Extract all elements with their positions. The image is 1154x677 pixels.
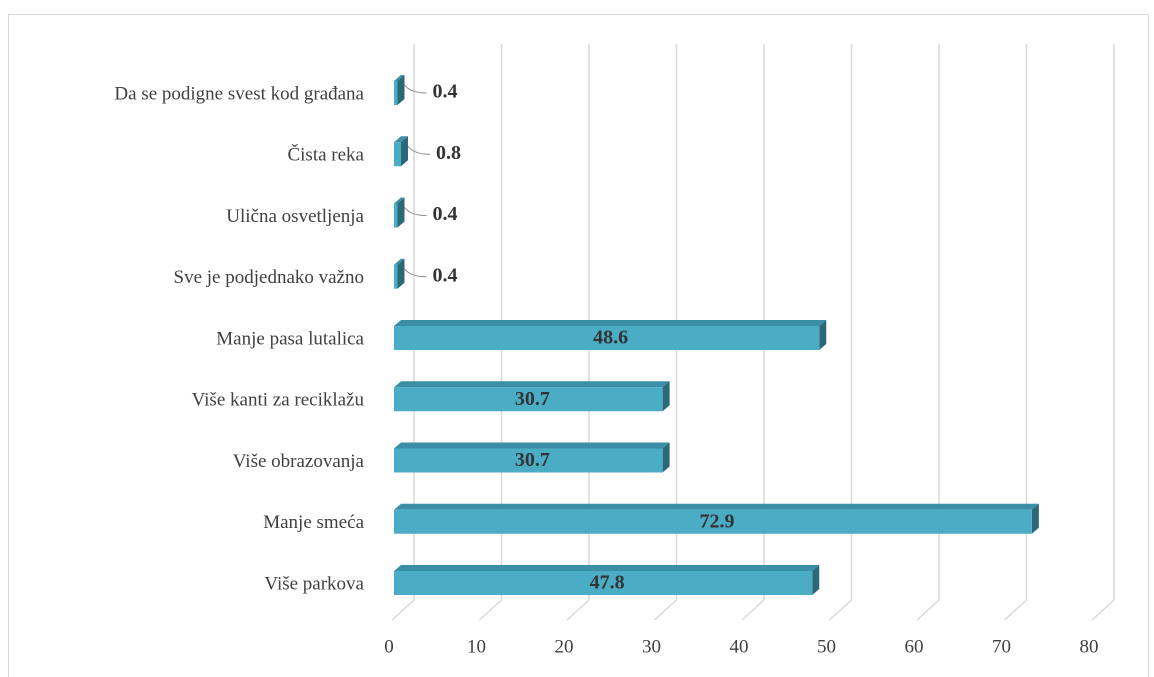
- bar-side: [662, 442, 670, 473]
- leader-line: [404, 84, 427, 94]
- y-tick-label: Čista reka: [287, 144, 364, 166]
- x-tick-label: 30: [642, 636, 661, 657]
- y-tick-label: Više obrazovanja: [233, 451, 365, 472]
- bar: [394, 571, 813, 595]
- bar-side: [662, 381, 670, 412]
- leader-line: [404, 268, 427, 278]
- grid-floor: [478, 599, 503, 621]
- value-label: 0.8: [436, 142, 461, 164]
- x-tick-label: 60: [905, 636, 924, 657]
- bar-top: [394, 258, 405, 265]
- value-label: 30.7: [515, 449, 550, 471]
- value-label: 72.9: [699, 510, 734, 532]
- y-tick-label: Da se podigne svest kod građana: [114, 83, 364, 104]
- value-label: 30.7: [515, 388, 550, 410]
- bar: [394, 509, 1032, 534]
- chart-border: [8, 14, 1149, 677]
- bar: [394, 203, 398, 228]
- grid-floor: [828, 599, 853, 621]
- bar-side: [819, 320, 827, 350]
- bar: [394, 81, 398, 105]
- y-tick-label: Manje pasa lutalica: [216, 328, 364, 349]
- bar-side: [1031, 503, 1039, 534]
- y-tick-label: Više kanti za reciklažu: [192, 390, 365, 411]
- bar: [394, 264, 398, 289]
- leader-line: [407, 145, 431, 155]
- x-tick-label: 10: [467, 636, 486, 657]
- value-label: 0.4: [433, 203, 458, 225]
- bar-side: [397, 197, 405, 228]
- bar-top: [394, 503, 1039, 510]
- grid-floor: [653, 599, 678, 621]
- grid-floor: [391, 599, 415, 621]
- bar: [394, 326, 820, 350]
- x-tick-label: 70: [992, 636, 1011, 657]
- bar: [394, 142, 401, 167]
- bar-side: [812, 565, 820, 595]
- bar-top: [394, 442, 670, 449]
- y-tick-label: Sve je podjednako važno: [174, 267, 364, 288]
- value-label: 47.8: [590, 572, 625, 594]
- x-tick-label: 20: [555, 636, 574, 657]
- x-tick-label: 50: [817, 636, 836, 657]
- bar-top: [394, 197, 405, 204]
- grid-floor: [1091, 599, 1115, 621]
- grid-floor: [741, 599, 765, 621]
- bar-side: [397, 75, 405, 105]
- value-label: 48.6: [593, 327, 628, 349]
- bar-top: [394, 75, 405, 81]
- grid-floor: [566, 599, 590, 621]
- bar-top: [394, 565, 820, 571]
- value-label: 0.4: [433, 81, 458, 103]
- leader-line: [404, 207, 427, 216]
- bar-top: [394, 320, 827, 326]
- y-tick-label: Više parkova: [264, 573, 364, 594]
- bar-top: [394, 381, 670, 388]
- grid-floor: [1003, 599, 1028, 621]
- bar-side: [401, 136, 408, 167]
- bar-side: [397, 258, 405, 289]
- bar: [394, 387, 663, 412]
- y-tick-label: Ulična osvetljenja: [226, 206, 364, 227]
- bar-top: [394, 136, 408, 143]
- x-tick-label: 80: [1080, 636, 1099, 657]
- x-tick-label: 40: [730, 636, 749, 657]
- x-tick-label: 0: [384, 636, 394, 657]
- value-label: 0.4: [433, 264, 458, 286]
- grid-floor: [916, 599, 940, 621]
- bar: [394, 448, 663, 473]
- y-tick-label: Manje smeća: [263, 512, 364, 533]
